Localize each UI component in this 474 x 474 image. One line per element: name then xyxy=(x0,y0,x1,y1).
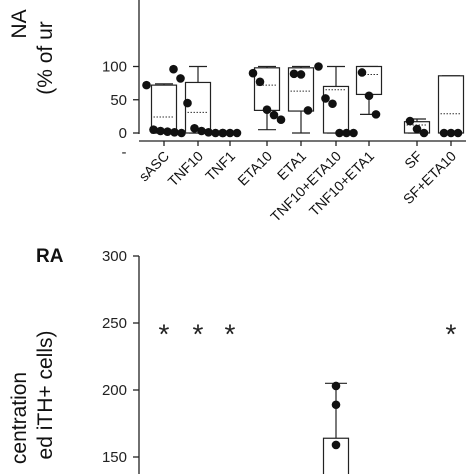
data-point xyxy=(183,98,192,108)
data-point xyxy=(197,126,206,136)
box xyxy=(437,75,465,134)
data-point xyxy=(163,127,172,136)
x-axis-minor-label: - xyxy=(122,144,127,161)
data-point xyxy=(328,99,337,109)
data-point xyxy=(439,128,449,138)
data-point xyxy=(296,70,306,79)
data-point xyxy=(262,105,272,115)
data-point xyxy=(419,128,429,138)
category-label: TNF1 xyxy=(202,148,238,184)
y-axis-title-line-2: (% of ur xyxy=(34,21,57,95)
significance-star: * xyxy=(446,319,457,350)
y-tick-label: 100 xyxy=(102,59,127,76)
data-point xyxy=(169,64,178,74)
data-point xyxy=(364,91,374,101)
data-point xyxy=(225,128,235,138)
data-point xyxy=(248,68,258,78)
y-tick-label: 200 xyxy=(102,382,127,399)
box xyxy=(253,67,281,111)
data-point xyxy=(342,128,351,138)
bottom-panel: 150 200 250 300 RA centration ed iTH+ cells) * *… xyxy=(8,246,457,474)
data-point xyxy=(190,124,199,133)
category-label: SF xyxy=(401,148,425,172)
y-axis-title-line-2: ed iTH+ cells) xyxy=(34,331,57,460)
data-point xyxy=(170,128,179,137)
data-point xyxy=(156,126,165,136)
data-point xyxy=(412,124,422,134)
data-point xyxy=(142,80,151,90)
y-tick-label: 300 xyxy=(102,248,127,265)
data-point xyxy=(232,128,242,138)
data-point xyxy=(371,110,381,119)
y-axis-title-line-1: centration xyxy=(8,372,31,464)
data-point xyxy=(218,128,228,138)
y-tick-label: 250 xyxy=(102,315,127,332)
data-point xyxy=(276,115,286,124)
category-label: ETA10 xyxy=(234,148,275,189)
data-point xyxy=(331,440,341,450)
significance-star: * xyxy=(225,319,236,350)
data-point xyxy=(453,128,463,138)
box xyxy=(150,84,178,134)
y-tick-label: 50 xyxy=(110,92,127,109)
data-point xyxy=(321,94,330,103)
data-point xyxy=(357,68,367,77)
data-point xyxy=(255,77,265,87)
category-label: TNF10 xyxy=(165,148,207,190)
data-point xyxy=(289,69,299,79)
data-point xyxy=(177,128,186,138)
y-tick-label: 150 xyxy=(102,449,127,466)
data-point xyxy=(303,106,313,115)
significance-star: * xyxy=(193,319,204,350)
box xyxy=(322,85,350,134)
data-point xyxy=(446,128,456,138)
data-point xyxy=(331,400,341,410)
data-point xyxy=(335,128,344,138)
data-point xyxy=(405,116,415,126)
panel-label: RA xyxy=(36,246,64,267)
data-point xyxy=(204,128,213,137)
significance-star: * xyxy=(159,319,170,350)
data-point xyxy=(211,128,220,138)
y-tick-label: 0 xyxy=(119,125,127,142)
data-point xyxy=(176,74,185,83)
data-point xyxy=(149,125,158,134)
data-point xyxy=(349,128,358,138)
data-point xyxy=(269,110,279,120)
data-point xyxy=(314,62,323,71)
box xyxy=(184,81,212,134)
data-point xyxy=(331,381,341,391)
y-axis-title-line-1: NA xyxy=(8,9,31,38)
